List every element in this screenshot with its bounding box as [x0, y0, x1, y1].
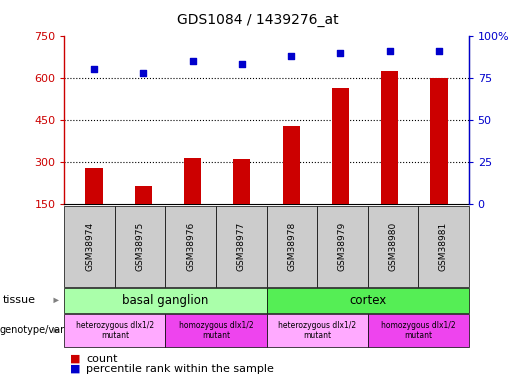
Text: genotype/variation: genotype/variation: [0, 326, 93, 335]
Point: [188, 58, 197, 64]
Text: count: count: [86, 354, 117, 364]
Text: basal ganglion: basal ganglion: [122, 294, 209, 307]
Text: GSM38976: GSM38976: [186, 222, 195, 271]
Text: homozygous dlx1/2
mutant: homozygous dlx1/2 mutant: [179, 321, 253, 340]
Bar: [233, 159, 250, 204]
Text: cortex: cortex: [349, 294, 386, 307]
Text: GSM38974: GSM38974: [85, 222, 94, 271]
Text: GSM38981: GSM38981: [439, 222, 448, 271]
Bar: [283, 126, 300, 204]
Text: percentile rank within the sample: percentile rank within the sample: [86, 364, 274, 374]
Bar: [184, 158, 201, 204]
Point: [336, 50, 345, 55]
Bar: [85, 168, 102, 204]
Text: GDS1084 / 1439276_at: GDS1084 / 1439276_at: [177, 13, 338, 27]
Text: GSM38978: GSM38978: [287, 222, 296, 271]
Text: ■: ■: [70, 364, 80, 374]
Text: heterozygous dlx1/2
mutant: heterozygous dlx1/2 mutant: [76, 321, 154, 340]
Point: [287, 53, 295, 59]
Text: tissue: tissue: [3, 296, 36, 305]
Text: GSM38975: GSM38975: [135, 222, 145, 271]
Bar: [381, 71, 399, 204]
Text: heterozygous dlx1/2
mutant: heterozygous dlx1/2 mutant: [278, 321, 356, 340]
Point: [90, 66, 98, 72]
Text: homozygous dlx1/2
mutant: homozygous dlx1/2 mutant: [381, 321, 455, 340]
Bar: [431, 78, 448, 204]
Text: GSM38977: GSM38977: [237, 222, 246, 271]
Point: [386, 48, 394, 54]
Point: [435, 48, 443, 54]
Point: [139, 70, 147, 76]
Text: GSM38980: GSM38980: [388, 222, 398, 271]
Point: [238, 61, 246, 68]
Text: ■: ■: [70, 354, 80, 364]
Bar: [332, 88, 349, 204]
Bar: [134, 186, 152, 204]
Text: GSM38979: GSM38979: [338, 222, 347, 271]
